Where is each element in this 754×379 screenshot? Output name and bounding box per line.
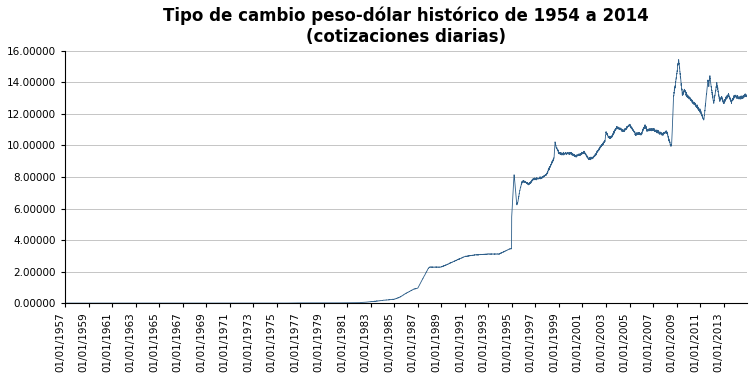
Title: Tipo de cambio peso-dólar histórico de 1954 a 2014
(cotizaciones diarias): Tipo de cambio peso-dólar histórico de 1… bbox=[163, 7, 649, 46]
